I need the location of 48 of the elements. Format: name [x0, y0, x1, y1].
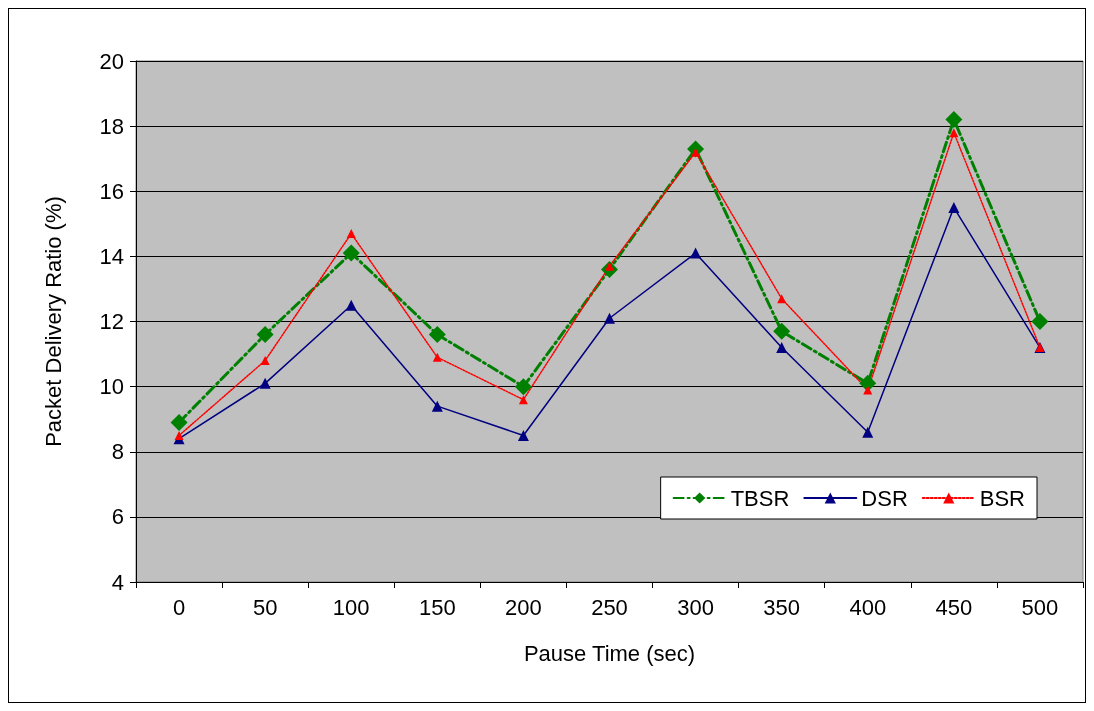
point — [1031, 313, 1049, 330]
y-tick-label: 16 — [99, 178, 124, 204]
point — [260, 356, 270, 366]
point — [431, 400, 443, 412]
point — [604, 312, 615, 324]
point — [342, 244, 360, 262]
point — [776, 342, 788, 354]
point — [170, 413, 188, 431]
x-tick-label: 450 — [935, 594, 973, 620]
point — [517, 429, 529, 441]
y-tick-label: 10 — [99, 374, 124, 400]
point — [256, 326, 274, 344]
x-axis-title: Pause Time (sec) — [523, 640, 696, 666]
y-tick-label: 6 — [111, 504, 124, 530]
y-tick-label: 14 — [99, 243, 124, 269]
point — [949, 128, 959, 138]
y-tick-label: 12 — [99, 309, 124, 334]
legend-label: TBSR — [730, 485, 790, 511]
x-tick-label: 250 — [591, 594, 628, 620]
point — [862, 426, 874, 438]
x-tick-label: 500 — [1021, 594, 1059, 620]
y-tick-label: 4 — [111, 569, 124, 595]
point — [518, 395, 528, 405]
point — [948, 202, 960, 214]
point — [690, 247, 702, 259]
point — [432, 352, 442, 362]
legend-label: DSR — [861, 485, 908, 511]
point — [945, 111, 963, 129]
y-axis-title: Packet Delivery Ratio (%) — [40, 196, 66, 447]
x-tick-label: 200 — [505, 594, 542, 620]
x-tick-label: 300 — [677, 594, 714, 620]
x-tick-label: 50 — [252, 594, 278, 620]
x-tick-label: 0 — [172, 594, 186, 620]
point — [773, 322, 791, 340]
legend-label: BSR — [979, 485, 1026, 511]
point — [859, 374, 877, 392]
x-tick-label: 100 — [332, 594, 370, 620]
point — [514, 378, 532, 396]
x-tick-label: 350 — [763, 594, 801, 620]
x-tick-label: 150 — [418, 594, 456, 620]
y-tick-label: 20 — [99, 48, 124, 74]
point — [174, 430, 184, 440]
y-tick-label: 8 — [111, 439, 124, 465]
x-tick-label: 400 — [849, 594, 887, 620]
point — [428, 326, 446, 344]
y-tick-label: 18 — [99, 113, 124, 139]
point — [259, 377, 271, 389]
point — [345, 299, 357, 311]
